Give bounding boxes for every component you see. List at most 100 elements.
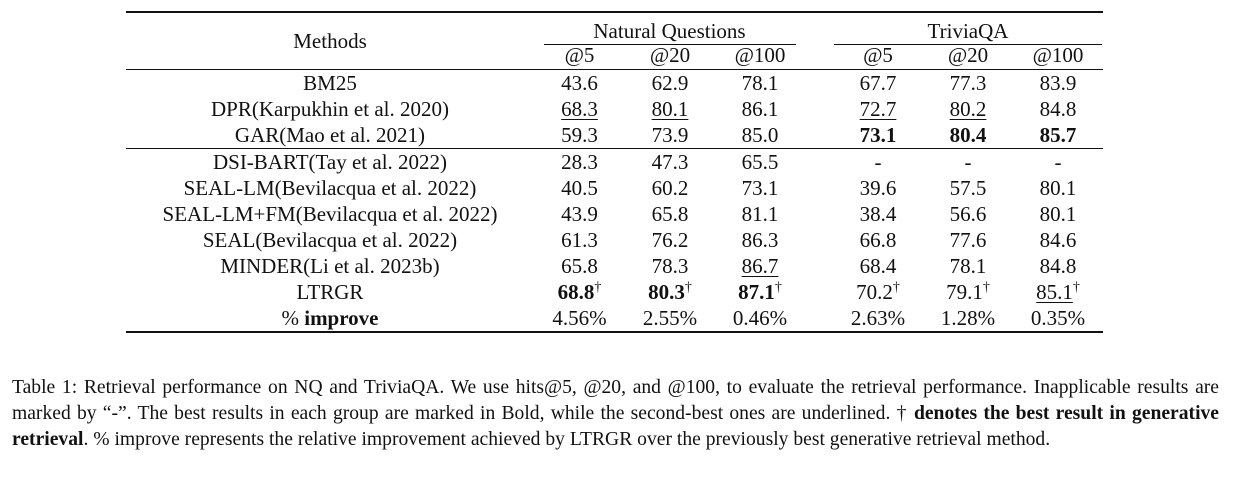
table-row: DPR(Karpukhin et al. 2020) 68.3 80.1 86.1 72… [126, 96, 1103, 122]
metric-cell: 79.1† [923, 279, 1013, 305]
caption-dagger: † [896, 403, 908, 424]
metric-value: 65.8 [651, 201, 689, 226]
metric-cell: 83.9 [1013, 69, 1104, 96]
metric-cell: 84.6 [1013, 227, 1103, 253]
nq-at5-header: @5 [564, 43, 595, 67]
metric-value: 86.1 [741, 96, 779, 121]
table-caption: Table 1: Retrieval performance on NQ and… [12, 375, 1219, 453]
natural-questions-header: Natural Questions [534, 12, 805, 45]
table-row: MINDER(Li et al. 2023b) 65.8 78.3 86.7 68.4 7… [126, 253, 1103, 279]
metric-cell: 78.3 [625, 253, 715, 279]
dagger-mark: † [774, 279, 782, 295]
caption-text-2: . % improve represents the relative impr… [83, 429, 1051, 450]
table-row: SEAL(Bevilacqua et al. 2022) 61.3 76.2 86.3… [126, 227, 1103, 253]
metric-cell: 85.0 [715, 122, 805, 149]
natural-questions-cmidrule [543, 44, 796, 45]
metric-value: 68.3 [561, 96, 598, 121]
metric-value: 72.7 [859, 96, 897, 121]
metric-value: 65.5 [741, 149, 779, 174]
metric-cell: 62.9 [625, 69, 715, 96]
metric-value: - [874, 149, 882, 174]
metric-value: 78.1 [741, 70, 779, 95]
metric-cell: 65.8 [534, 253, 625, 279]
results-table-body: BM25 43.6 62.9 78.1 67.7 77.3 83.9 DPR(Karpukhi… [126, 69, 1104, 333]
metric-value: 56.6 [949, 201, 987, 226]
column-gap [805, 279, 833, 305]
metric-value: 28.3 [561, 149, 598, 174]
dagger-mark: † [594, 279, 602, 295]
improve-value: 1.28% [923, 305, 1013, 333]
metric-value: 38.4 [859, 201, 897, 226]
metric-value: 84.6 [1039, 227, 1077, 252]
metric-value: 79.1 [946, 279, 983, 304]
metric-value: 80.1 [1039, 201, 1077, 226]
metric-cell: 80.1 [625, 96, 715, 122]
metric-cell: 76.2 [625, 227, 715, 253]
column-gap [805, 201, 833, 227]
metric-cell: 80.2 [923, 96, 1013, 122]
method-name: DPR(Karpukhin et al. 2020) [211, 96, 449, 121]
metric-cell: 80.4 [923, 122, 1013, 149]
metric-value: 80.3 [648, 279, 685, 304]
tqa-at20-header: @20 [947, 43, 989, 67]
metric-cell: 68.4 [833, 253, 923, 279]
metric-cell: 72.7 [833, 96, 923, 122]
metric-value: 81.1 [741, 201, 779, 226]
improve-row: % improve 4.56% 2.55% 0.46% 2.63% 1.28% 0.35% [126, 305, 1104, 333]
metric-value: 86.7 [741, 253, 779, 278]
metric-value: 62.9 [651, 70, 689, 95]
metric-cell: 66.8 [833, 227, 923, 253]
metric-value: 73.1 [741, 175, 779, 200]
improve-label: improve [304, 305, 379, 330]
column-gap [805, 227, 833, 253]
metric-cell: - [1013, 148, 1104, 175]
metric-cell: 67.7 [833, 69, 923, 96]
table-group-header-row: Methods Natural Questions TriviaQA [126, 12, 1104, 51]
metric-value: 80.2 [949, 96, 987, 121]
metric-value: 61.3 [561, 227, 598, 252]
metric-cell: 47.3 [625, 148, 715, 175]
method-name: DSI-BART(Tay et al. 2022) [126, 148, 534, 175]
table-row: SEAL-LM+FM(Bevilacqua et al. 2022) 43.9 65… [126, 201, 1103, 227]
metric-cell: 80.3† [625, 279, 715, 305]
method-name: SEAL-LM+FM(Bevilacqua et al. 2022) [162, 201, 498, 226]
metric-cell: 43.6 [534, 69, 625, 96]
metric-value: 80.1 [1039, 175, 1077, 200]
metric-cell: 81.1 [715, 201, 805, 227]
metric-cell: 77.6 [923, 227, 1013, 253]
tqa-at100-header: @100 [1032, 43, 1084, 67]
metric-cell: 43.9 [534, 201, 625, 227]
metric-value: 77.3 [949, 70, 987, 95]
metric-value: 68.4 [859, 253, 897, 278]
metric-cell: 86.7 [715, 253, 805, 279]
metric-value: 68.8 [557, 279, 595, 304]
natural-questions-label: Natural Questions [593, 19, 746, 43]
metric-value: 84.8 [1039, 96, 1077, 121]
metric-cell: 86.3 [715, 227, 805, 253]
method-name: LTRGR [296, 279, 364, 304]
metric-value: 85.7 [1039, 122, 1077, 147]
results-table-container: Methods Natural Questions TriviaQA @5 @2… [126, 11, 1104, 333]
metric-cell: 85.7 [1013, 122, 1103, 149]
method-name: SEAL(Bevilacqua et al. 2022) [202, 227, 458, 252]
metric-cell: 68.8† [534, 279, 625, 305]
metric-cell: 60.2 [625, 175, 715, 201]
metric-cell: 80.1 [1013, 201, 1103, 227]
metric-cell: 70.2† [833, 279, 923, 305]
table-row: SEAL-LM(Bevilacqua et al. 2022) 40.5 60.2 7… [126, 175, 1103, 201]
caption-text-1: Table 1: Retrieval performance on NQ and… [12, 377, 1219, 424]
metric-cell: 40.5 [534, 175, 625, 201]
metric-cell: 84.8 [1013, 96, 1103, 122]
metric-cell: 68.3 [534, 96, 625, 122]
metric-value: 39.6 [859, 175, 897, 200]
metric-cell: 78.1 [923, 253, 1013, 279]
metric-cell: - [923, 148, 1013, 175]
metric-cell: 28.3 [534, 148, 625, 175]
table-row: BM25 43.6 62.9 78.1 67.7 77.3 83.9 [126, 69, 1104, 96]
dagger-mark: † [684, 279, 692, 295]
table-row: DSI-BART(Tay et al. 2022) 28.3 47.3 65.5 - - - [126, 148, 1104, 175]
metric-value: - [1054, 149, 1062, 174]
subheader-gap [805, 45, 833, 70]
metric-value: 47.3 [651, 149, 689, 174]
metric-cell: 73.1 [715, 175, 805, 201]
